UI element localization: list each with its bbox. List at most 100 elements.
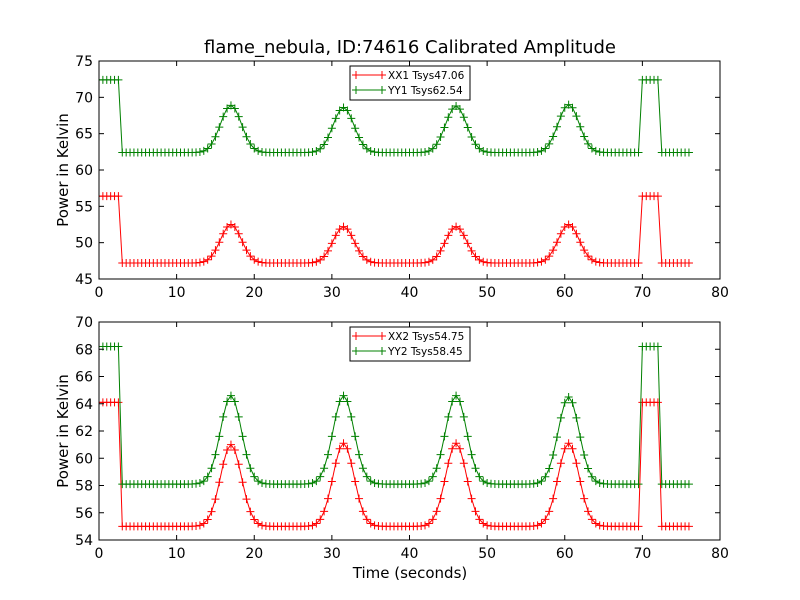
- bottom-series-0-point-61: [331, 459, 340, 468]
- bottom-series-1-point-116: [545, 464, 554, 473]
- top-y-tick-label-2: 55: [75, 199, 93, 215]
- bottom-series-0-point-5: [114, 398, 123, 407]
- bottom-series-1-point-63: [339, 391, 348, 400]
- bottom-series-0-point-63: [339, 439, 348, 448]
- top-series-0-point-56: [312, 257, 321, 266]
- bottom-legend-marker-1-1: [378, 347, 386, 355]
- bottom-series-0-point-97: [471, 507, 480, 516]
- top-x-tick-label-3: 30: [323, 285, 341, 301]
- top-series-1-point-116: [545, 139, 554, 148]
- bottom-series-1-point-5: [114, 342, 123, 351]
- bottom-series-1-point-70: [366, 477, 375, 486]
- bottom-x-tick-label-7: 70: [633, 546, 651, 562]
- bottom-series-1-point-122: [568, 398, 577, 407]
- bottom-series-0-point-120: [560, 444, 569, 453]
- bottom-y-tick-label-5: 64: [75, 397, 93, 413]
- top-series-1-point-38: [242, 132, 251, 141]
- bottom-series-0-point-26: [195, 521, 204, 530]
- bottom-series-1-point-114: [537, 477, 546, 486]
- top-series-1-point-35: [230, 104, 239, 113]
- bottom-series-0-point-34: [226, 440, 235, 449]
- bottom-series-0-point-64: [343, 444, 352, 453]
- top-series-1-point-113: [533, 147, 542, 156]
- top-legend-entry-0: XX1 Tsys47.06: [352, 70, 465, 82]
- top-series-0-point-113: [533, 258, 542, 267]
- top-series-0-point-32: [219, 229, 228, 238]
- bottom-series-0-point-117: [549, 494, 558, 503]
- top-series-0-point-70: [366, 257, 375, 266]
- bottom-series-1-point-65: [347, 412, 356, 421]
- top-series-1-point-29: [207, 140, 216, 149]
- bottom-y-tick-label-0: 54: [75, 533, 93, 549]
- top-series-1-point-28: [203, 144, 212, 153]
- bottom-series-1-point-58: [320, 464, 329, 473]
- top-series-0-point-57: [316, 255, 325, 264]
- top-series-1-point-59: [323, 133, 332, 142]
- top-series-1-point-86: [428, 144, 437, 153]
- top-series-1-point-117: [549, 132, 558, 141]
- bottom-series-0-point-31: [215, 478, 224, 487]
- bottom-x-tick-label-3: 30: [323, 546, 341, 562]
- bottom-series-1-point-152: [684, 480, 693, 489]
- top-series-1-point-60: [327, 124, 336, 133]
- top-legend-marker-1-1: [378, 86, 386, 94]
- top-y-tick-label-1: 50: [75, 236, 93, 252]
- bottom-series-1-point-32: [219, 412, 228, 421]
- bottom-x-tick-label-2: 20: [245, 546, 263, 562]
- bottom-series-0-point-54: [304, 522, 313, 531]
- bottom-series-1-point-117: [549, 451, 558, 460]
- bottom-series-0-point-38: [242, 495, 251, 504]
- bottom-series-1-point-30: [211, 450, 220, 459]
- bottom-series-0-point-127: [587, 515, 596, 524]
- bottom-series-0-point-124: [576, 477, 585, 486]
- top-legend-marker-0-0: [352, 71, 360, 79]
- top-series-0-point-26: [195, 258, 204, 267]
- top-series-1-point-144: [653, 75, 662, 84]
- top-series-1-point-115: [541, 144, 550, 153]
- top-series-1-point-26: [195, 147, 204, 156]
- top-series-0-point-96: [467, 246, 476, 255]
- bottom-series-0-point-95: [463, 477, 472, 486]
- bottom-series-0-point-89: [440, 477, 449, 486]
- bottom-series-0-point-36: [234, 460, 243, 469]
- bottom-series-0-point-69: [362, 515, 371, 524]
- top-y-tick-label-4: 65: [75, 127, 93, 143]
- bottom-legend: XX2 Tsys54.75 YY2 Tsys58.45: [349, 326, 471, 362]
- top-series-0-point-55: [308, 258, 317, 267]
- bottom-legend-box: [349, 326, 471, 362]
- top-y-axis-label: Power in Kelvin: [54, 113, 72, 227]
- top-series-0-point-66: [351, 239, 360, 248]
- top-series-0-point-118: [552, 238, 561, 247]
- top-series-0-point-69: [362, 255, 371, 264]
- bottom-y-tick-label-1: 56: [75, 506, 93, 522]
- top-series-1-point-65: [347, 114, 356, 123]
- top-series-0-point-60: [327, 239, 336, 248]
- top-series-1-point-118: [552, 122, 561, 131]
- top-series-1-point-68: [358, 140, 367, 149]
- bottom-series-1-point-42: [258, 479, 267, 488]
- top-series-0-point-99: [479, 257, 488, 266]
- bottom-series-1-point-96: [467, 450, 476, 459]
- bottom-series-1-point-68: [358, 464, 367, 473]
- top-series-1-point-121: [564, 100, 573, 109]
- top-x-tick-label-0: 0: [95, 285, 104, 301]
- bottom-legend-marker-1-0: [352, 347, 360, 355]
- top-series-0-point-67: [355, 246, 364, 255]
- top-series-0-point-39: [246, 252, 255, 261]
- bottom-series-1-point-124: [576, 433, 585, 442]
- top-series-1-point-64: [343, 106, 352, 115]
- bottom-series-1-point-128: [591, 477, 600, 486]
- bottom-series-0-point-29: [207, 507, 216, 516]
- top-legend-entry-1: YY1 Tsys62.54: [352, 85, 463, 97]
- top-series-0-point-29: [207, 252, 216, 261]
- bottom-series-0-point-126: [584, 507, 593, 516]
- top-series-1-point-97: [471, 140, 480, 149]
- top-series-0-point-37: [238, 238, 247, 247]
- top-series-0-point-115: [541, 255, 550, 264]
- bottom-series-0-point-39: [246, 507, 255, 516]
- bottom-series-0-point-85: [424, 519, 433, 528]
- bottom-series-1-point-35: [230, 397, 239, 406]
- bottom-series-1-point-29: [207, 464, 216, 473]
- bottom-x-axis-label: Time (seconds): [352, 564, 468, 582]
- top-series-0-point-65: [347, 231, 356, 240]
